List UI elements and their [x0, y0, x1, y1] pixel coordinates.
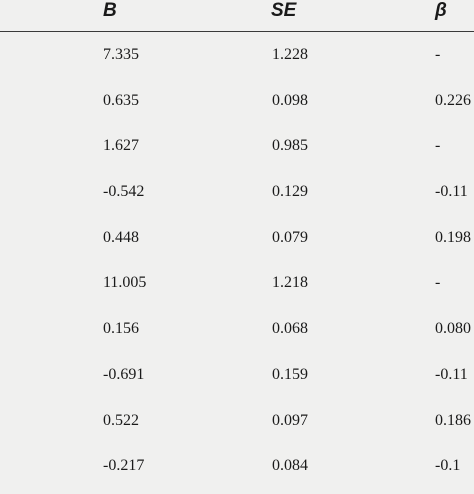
- header-b: B: [103, 0, 117, 21]
- header-se: SE: [271, 0, 297, 21]
- table-body: 7.335 1.228 - 0.635 0.098 0.226 1.627 0.…: [0, 37, 474, 494]
- cell-beta: -0.11: [435, 183, 468, 201]
- cell-beta: 0.080: [435, 320, 471, 338]
- cell-b: -0.542: [103, 183, 145, 201]
- regression-table: B SE β 7.335 1.228 - 0.635 0.098 0.226 1…: [0, 0, 474, 474]
- table-row: 1.627 0.985 -: [0, 128, 474, 174]
- table-row: nce -0.542 0.129 -0.11: [0, 174, 474, 220]
- cell-beta: 0.226: [435, 91, 471, 109]
- cell-se: 0.084: [272, 457, 308, 475]
- cell-se: 0.097: [272, 411, 308, 429]
- cell-beta: -: [435, 46, 441, 63]
- table-row: 0.635 0.098 0.226: [0, 83, 474, 129]
- cell-beta: 0.198: [435, 228, 471, 246]
- table-row: -0.217 0.084 -0.1: [0, 448, 474, 494]
- cell-se: 0.159: [272, 365, 308, 383]
- cell-b: 0.522: [103, 411, 139, 429]
- cell-se: 1.228: [272, 46, 308, 63]
- header-beta: β: [435, 0, 447, 21]
- cell-b: 0.635: [103, 91, 139, 109]
- cell-beta: -0.11: [435, 365, 468, 383]
- table-row: 7.335 1.228 -: [0, 37, 474, 83]
- cell-beta: -0.1: [435, 457, 461, 475]
- cell-se: 0.079: [272, 228, 308, 246]
- cell-beta: -: [435, 137, 441, 155]
- cell-se: 1.218: [272, 274, 308, 292]
- header-rule: [0, 31, 474, 32]
- cell-se: 0.985: [272, 137, 308, 155]
- cell-se: 0.098: [272, 91, 308, 109]
- cell-se: 0.068: [272, 320, 308, 338]
- table-row: nce -0.691 0.159 -0.11: [0, 357, 474, 403]
- cell-beta: 0.186: [435, 411, 471, 429]
- cell-b: 0.448: [103, 228, 139, 246]
- cell-se: 0.129: [272, 183, 308, 201]
- cell-b: 1.627: [103, 137, 139, 155]
- cell-b: 7.335: [103, 46, 139, 63]
- table-header: B SE β: [0, 0, 474, 30]
- cell-b: -0.691: [103, 365, 145, 383]
- cell-b: -0.217: [103, 457, 145, 475]
- table-row: 11.005 1.218 -: [0, 265, 474, 311]
- cell-beta: -: [435, 274, 441, 292]
- table-row: 0.522 0.097 0.186: [0, 403, 474, 449]
- table-row: 0.448 0.079 0.198: [0, 220, 474, 266]
- cell-b: 0.156: [103, 320, 139, 338]
- table-row: 0.156 0.068 0.080: [0, 311, 474, 357]
- cell-b: 11.005: [103, 274, 147, 292]
